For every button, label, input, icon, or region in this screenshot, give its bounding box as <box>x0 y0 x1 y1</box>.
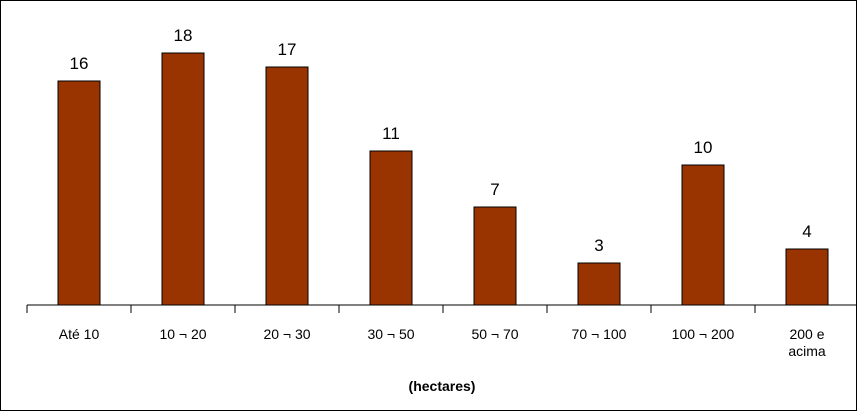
bar <box>161 52 205 306</box>
x-tick-label: 10 ¬ 20 <box>159 326 206 342</box>
bar-data-label: 3 <box>594 236 603 255</box>
bar-data-label: 16 <box>70 54 89 73</box>
bar <box>265 66 309 306</box>
bar <box>473 206 517 306</box>
bar-data-label: 4 <box>802 222 811 241</box>
x-tick-label: 20 ¬ 30 <box>263 326 310 342</box>
bar <box>681 164 725 306</box>
x-tick-label: 100 ¬ 200 <box>672 326 735 342</box>
bar <box>785 248 829 306</box>
bar-data-label: 11 <box>382 124 400 143</box>
bar-data-label: 18 <box>174 26 193 45</box>
x-tick-labels-layer: Até 10 10 ¬ 20 20 ¬ 30 30 ¬ 50 50 ¬ 70 70 ¬ 1… <box>59 326 826 359</box>
bars-layer <box>57 52 829 306</box>
bar <box>369 150 413 306</box>
bar-data-label: 7 <box>490 180 499 199</box>
x-ticks-layer <box>26 305 756 313</box>
bar-data-label: 17 <box>278 40 297 59</box>
x-tick-label: 30 ¬ 50 <box>367 326 414 342</box>
x-axis-title: (hectares) <box>409 378 476 394</box>
bar-data-label: 10 <box>694 138 713 157</box>
x-tick-label: 70 ¬ 100 <box>572 326 627 342</box>
data-labels-layer: 16 18 17 11 7 3 10 4 <box>70 26 812 255</box>
bar <box>577 262 621 306</box>
x-tick-label: 50 ¬ 70 <box>471 326 518 342</box>
x-tick-label: 200 e acima <box>788 326 826 359</box>
bar <box>57 80 101 306</box>
x-tick-label: Até 10 <box>59 326 100 342</box>
